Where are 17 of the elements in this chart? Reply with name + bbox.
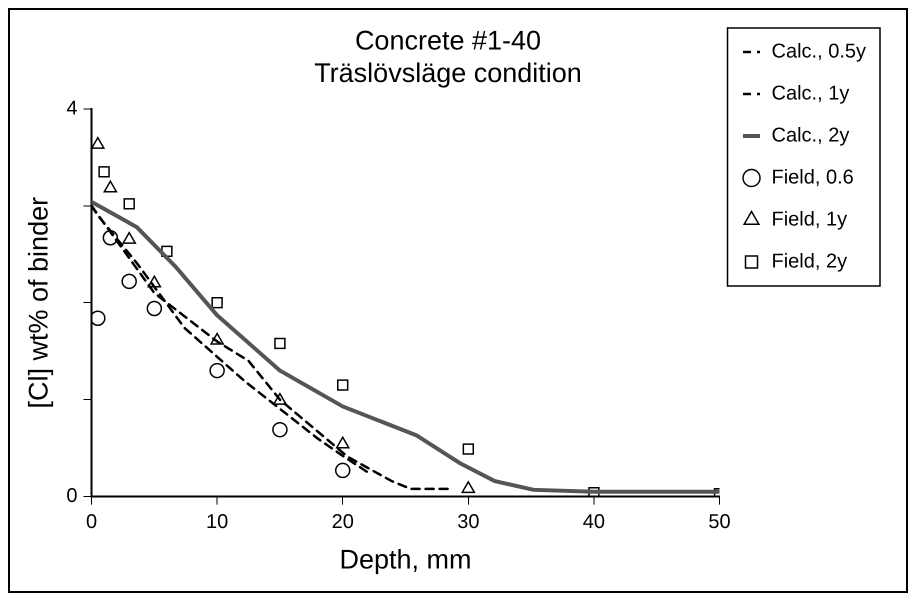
x-tick-label: 20: [332, 511, 354, 534]
legend-label: Field, 1y: [772, 208, 848, 231]
y-axis-title: [Cl] wt% of binder: [24, 196, 54, 408]
x-axis-title: Depth, mm: [339, 544, 472, 574]
legend-label: Field, 0.6: [772, 166, 854, 189]
x-tick-label: 40: [582, 511, 606, 534]
legend-label: Field, 2y: [772, 250, 848, 273]
legend-label: Calc., 2y: [772, 124, 850, 147]
x-tick-label: 50: [708, 511, 731, 534]
x-tick-label: 10: [206, 511, 228, 534]
legend-label: Calc., 0.5y: [772, 40, 866, 63]
chart-subtitle: Träslövsläge condition: [314, 58, 582, 88]
x-tick-label: 0: [86, 511, 98, 534]
legend-label: Calc., 1y: [772, 82, 850, 105]
y-tick-label: 4: [66, 97, 78, 120]
chart-title: Concrete #1-40: [354, 26, 542, 56]
x-tick-label: 30: [457, 511, 480, 534]
